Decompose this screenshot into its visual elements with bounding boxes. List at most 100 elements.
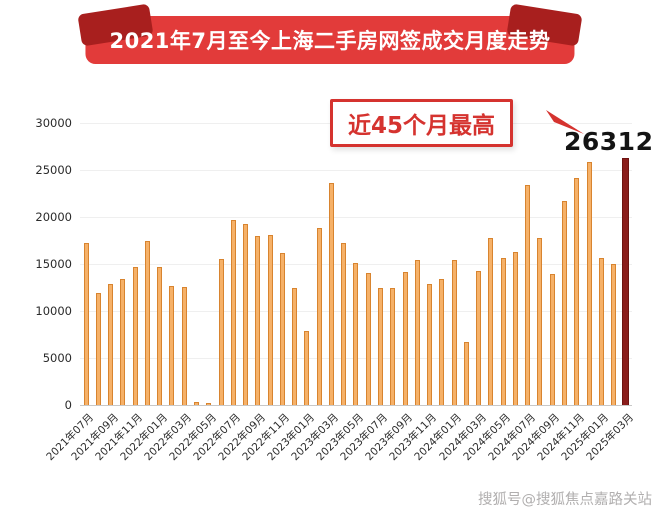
- bar-slot: [485, 123, 497, 405]
- bar-2025年02月: [611, 264, 617, 405]
- watermark: 搜狐号@搜狐焦点嘉路关站: [478, 492, 652, 508]
- gridline-25000: [80, 170, 632, 171]
- bar-2022年12月: [292, 287, 298, 405]
- bar-slot: [534, 123, 546, 405]
- chart-title: 2021年7月至今上海二手房网签成交月度走势: [109, 29, 551, 53]
- bar-2022年06月: [218, 259, 224, 405]
- bar-slot: [117, 123, 129, 405]
- bar-2024年11月: [574, 178, 580, 405]
- bar-slot: 2022年01月: [118, 123, 170, 463]
- bar-2024年06月: [512, 251, 518, 405]
- bar-2022年11月: [279, 252, 285, 405]
- bar-2024年07月: [525, 185, 531, 405]
- bar-slot: [509, 123, 521, 405]
- bar-2022年08月: [243, 223, 249, 405]
- bar-slot: [387, 123, 399, 405]
- bar-2024年10月: [561, 201, 567, 405]
- y-tick-label: 15000: [35, 257, 72, 271]
- callout-box: 近45个月最高: [330, 99, 514, 147]
- bar-slot: 2023年09月: [363, 123, 415, 463]
- bar-slot: [558, 123, 570, 405]
- y-tick-label: 25000: [35, 163, 72, 177]
- bar-slot: 2024年09月: [510, 123, 562, 463]
- bar-2025年01月: [598, 258, 604, 405]
- bar-slot: 2022年03月: [142, 123, 194, 463]
- bar-slot: 2022年07月: [192, 123, 243, 463]
- bar-2024年03月: [476, 270, 482, 405]
- bar-2024年09月: [549, 274, 555, 405]
- bar-slot: [313, 123, 325, 405]
- gridline-0: [80, 405, 632, 406]
- bar-2021年12月: [144, 241, 150, 405]
- bar-slot: [289, 123, 301, 405]
- bar-2022年03月: [181, 286, 187, 405]
- bar-slot: 2023年11月: [388, 123, 439, 463]
- bar-2022年01月: [157, 266, 163, 405]
- bar-2023年08月: [390, 287, 396, 405]
- bar-2022年05月: [206, 403, 212, 405]
- bar-slot: [460, 123, 472, 405]
- y-tick-label: 20000: [35, 210, 72, 224]
- bar-slot: 2024年07月: [486, 123, 538, 463]
- bar-2023年10月: [414, 260, 420, 405]
- bar-slot: 2022年09月: [216, 123, 268, 463]
- bar-slot: [190, 123, 202, 405]
- bar-slot: [264, 123, 276, 405]
- bar-slot: 2025年03月: [584, 123, 636, 463]
- callout-text: 近45个月最高: [348, 113, 496, 139]
- bar-2024年05月: [500, 258, 506, 405]
- bar-2024年12月: [586, 161, 592, 405]
- bar-2022年04月: [194, 402, 200, 405]
- bar-slot: 2021年11月: [93, 123, 145, 463]
- bar-slot: [362, 123, 374, 405]
- bar-2023年09月: [402, 272, 408, 405]
- bar-slot: 2024年01月: [412, 123, 464, 463]
- bar-slot: [141, 123, 153, 405]
- bar-slot: 2023年01月: [265, 123, 317, 463]
- peak-value-label: 26312: [564, 127, 654, 156]
- bar-2023年04月: [341, 243, 347, 405]
- bar-slot: 2023年05月: [314, 123, 366, 463]
- y-tick-label: 0: [64, 398, 72, 412]
- bar-slot: 2022年11月: [241, 123, 292, 463]
- bar-slot: [92, 123, 104, 405]
- bar-2025年03月: [622, 157, 630, 405]
- callout-arrow-icon: [546, 110, 584, 134]
- bar-2022年10月: [267, 234, 273, 405]
- bar-slot: 2021年09月: [69, 123, 121, 463]
- bar-2024年01月: [451, 260, 457, 405]
- bar-2024年04月: [488, 237, 494, 405]
- bar-slot: [583, 123, 595, 405]
- bar-slot: 2021年07月: [44, 123, 96, 463]
- bar-slot: 2024年03月: [437, 123, 489, 463]
- bar-2023年05月: [353, 263, 359, 405]
- gridline-20000: [80, 217, 632, 218]
- y-tick-label: 30000: [35, 116, 72, 130]
- bar-2023年12月: [439, 279, 445, 405]
- bar-slot: [239, 123, 251, 405]
- bar-2022年09月: [255, 235, 261, 405]
- bar-slot: [215, 123, 227, 405]
- bar-slot: 2024年11月: [535, 123, 587, 463]
- bar-2023年07月: [378, 288, 383, 405]
- bar-slot: [411, 123, 423, 405]
- bar-slot: [166, 123, 178, 405]
- bar-2023年11月: [427, 283, 433, 405]
- bar-slot: [607, 123, 619, 405]
- bar-2023年03月: [328, 183, 334, 405]
- y-axis: 0 5000 10000 15000 20000 25000 30000: [0, 116, 72, 412]
- bar-slot: [338, 123, 350, 405]
- bar-2023年01月: [304, 330, 310, 405]
- plot-area: 2021年07月 2021年09月 2021年11月 2022年01月 2022年03月…: [44, 123, 636, 463]
- bar-slot: 2023年07月: [339, 123, 390, 463]
- bar-2021年11月: [132, 266, 138, 405]
- bar-2021年07月: [83, 243, 89, 405]
- bar-slot: 2022年05月: [167, 123, 219, 463]
- bar-slot: 2025年01月: [560, 123, 611, 463]
- bar-2021年10月: [120, 279, 126, 405]
- bar-slot: [436, 123, 448, 405]
- bar-2022年07月: [230, 219, 236, 405]
- y-tick-label: 10000: [35, 304, 72, 318]
- chart-title-banner: 2021年7月至今上海二手房网签成交月度走势: [85, 16, 575, 64]
- bar-2023年02月: [316, 228, 322, 405]
